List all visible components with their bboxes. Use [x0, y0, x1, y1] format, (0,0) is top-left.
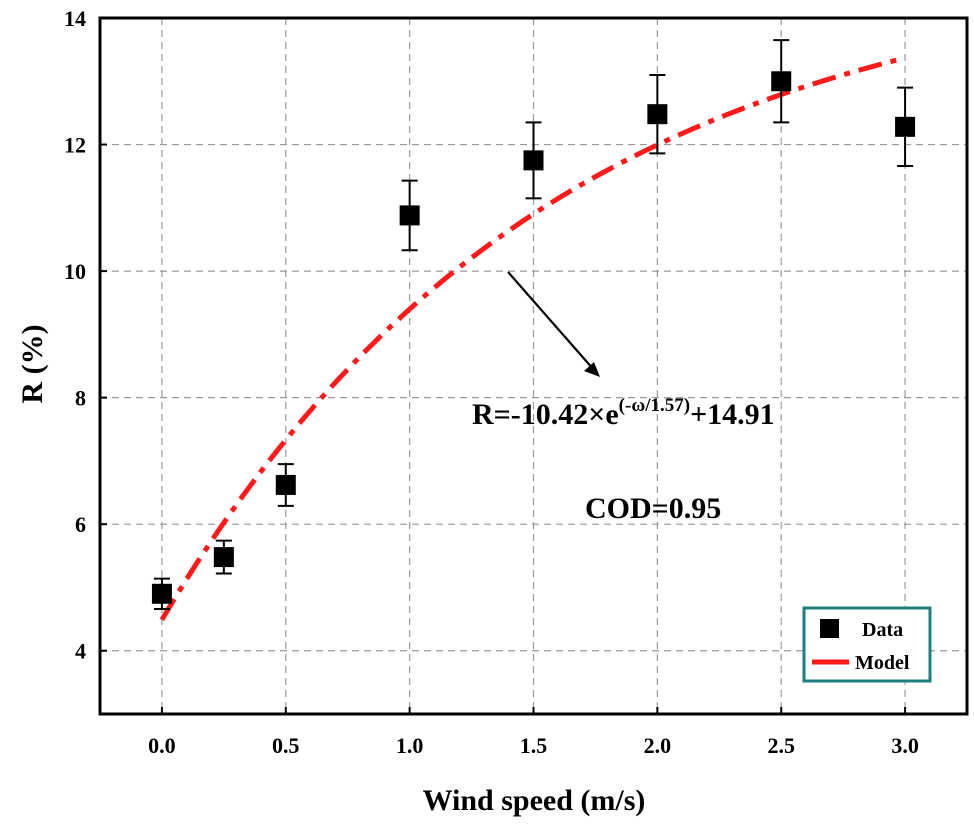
y-tick-label: 14 — [64, 6, 86, 31]
y-tick-label: 4 — [75, 639, 86, 664]
ticks: 0.0 0.5 1.0 1.5 2.0 2.5 3.0 4 6 8 10 12 14 — [64, 6, 919, 758]
equation-annotation: R=-10.42×e(-ω/1.57)+14.91 — [472, 395, 775, 431]
y-tick-label: 12 — [64, 133, 86, 158]
x-tick-label: 0.0 — [148, 733, 176, 758]
data-marker — [275, 474, 296, 495]
x-tick-label: 1.5 — [520, 733, 548, 758]
arrow-annotation — [507, 271, 600, 377]
data-marker — [213, 547, 234, 568]
x-tick-label: 3.0 — [891, 733, 919, 758]
legend-model-label: Model — [855, 652, 910, 674]
x-tick-label: 2.5 — [767, 733, 795, 758]
data-point — [151, 577, 172, 610]
x-tick-label: 2.0 — [644, 733, 672, 758]
data-point — [523, 121, 544, 200]
data-point — [771, 39, 792, 124]
data-marker — [895, 116, 916, 137]
equation-tail: +14.91 — [690, 398, 775, 431]
data-series — [151, 39, 916, 610]
y-tick-label: 8 — [75, 386, 86, 411]
equation-main: R=-10.42×e — [472, 398, 619, 431]
legend-data-marker — [820, 619, 839, 638]
data-point — [647, 73, 668, 155]
x-tick-label: 1.0 — [396, 733, 424, 758]
data-point — [275, 463, 296, 507]
x-tick-label: 0.5 — [272, 733, 300, 758]
data-point — [895, 86, 916, 168]
equation-superscript: (-ω/1.57) — [619, 395, 690, 416]
data-point — [399, 179, 420, 252]
data-marker — [647, 104, 668, 125]
y-tick-label: 6 — [75, 512, 86, 537]
data-marker — [523, 150, 544, 171]
legend-data-label: Data — [862, 619, 903, 641]
arrow-shaft — [507, 271, 595, 371]
y-tick-label: 10 — [64, 259, 86, 284]
arrow-head — [584, 362, 600, 377]
legend: Data Model — [802, 606, 932, 683]
y-axis-title: R (%) — [16, 324, 49, 403]
data-marker — [151, 583, 172, 604]
cod-annotation: COD=0.95 — [585, 492, 721, 525]
data-point — [213, 539, 234, 575]
data-marker — [399, 205, 420, 226]
data-marker — [771, 71, 792, 92]
x-axis-title: Wind speed (m/s) — [423, 784, 646, 817]
